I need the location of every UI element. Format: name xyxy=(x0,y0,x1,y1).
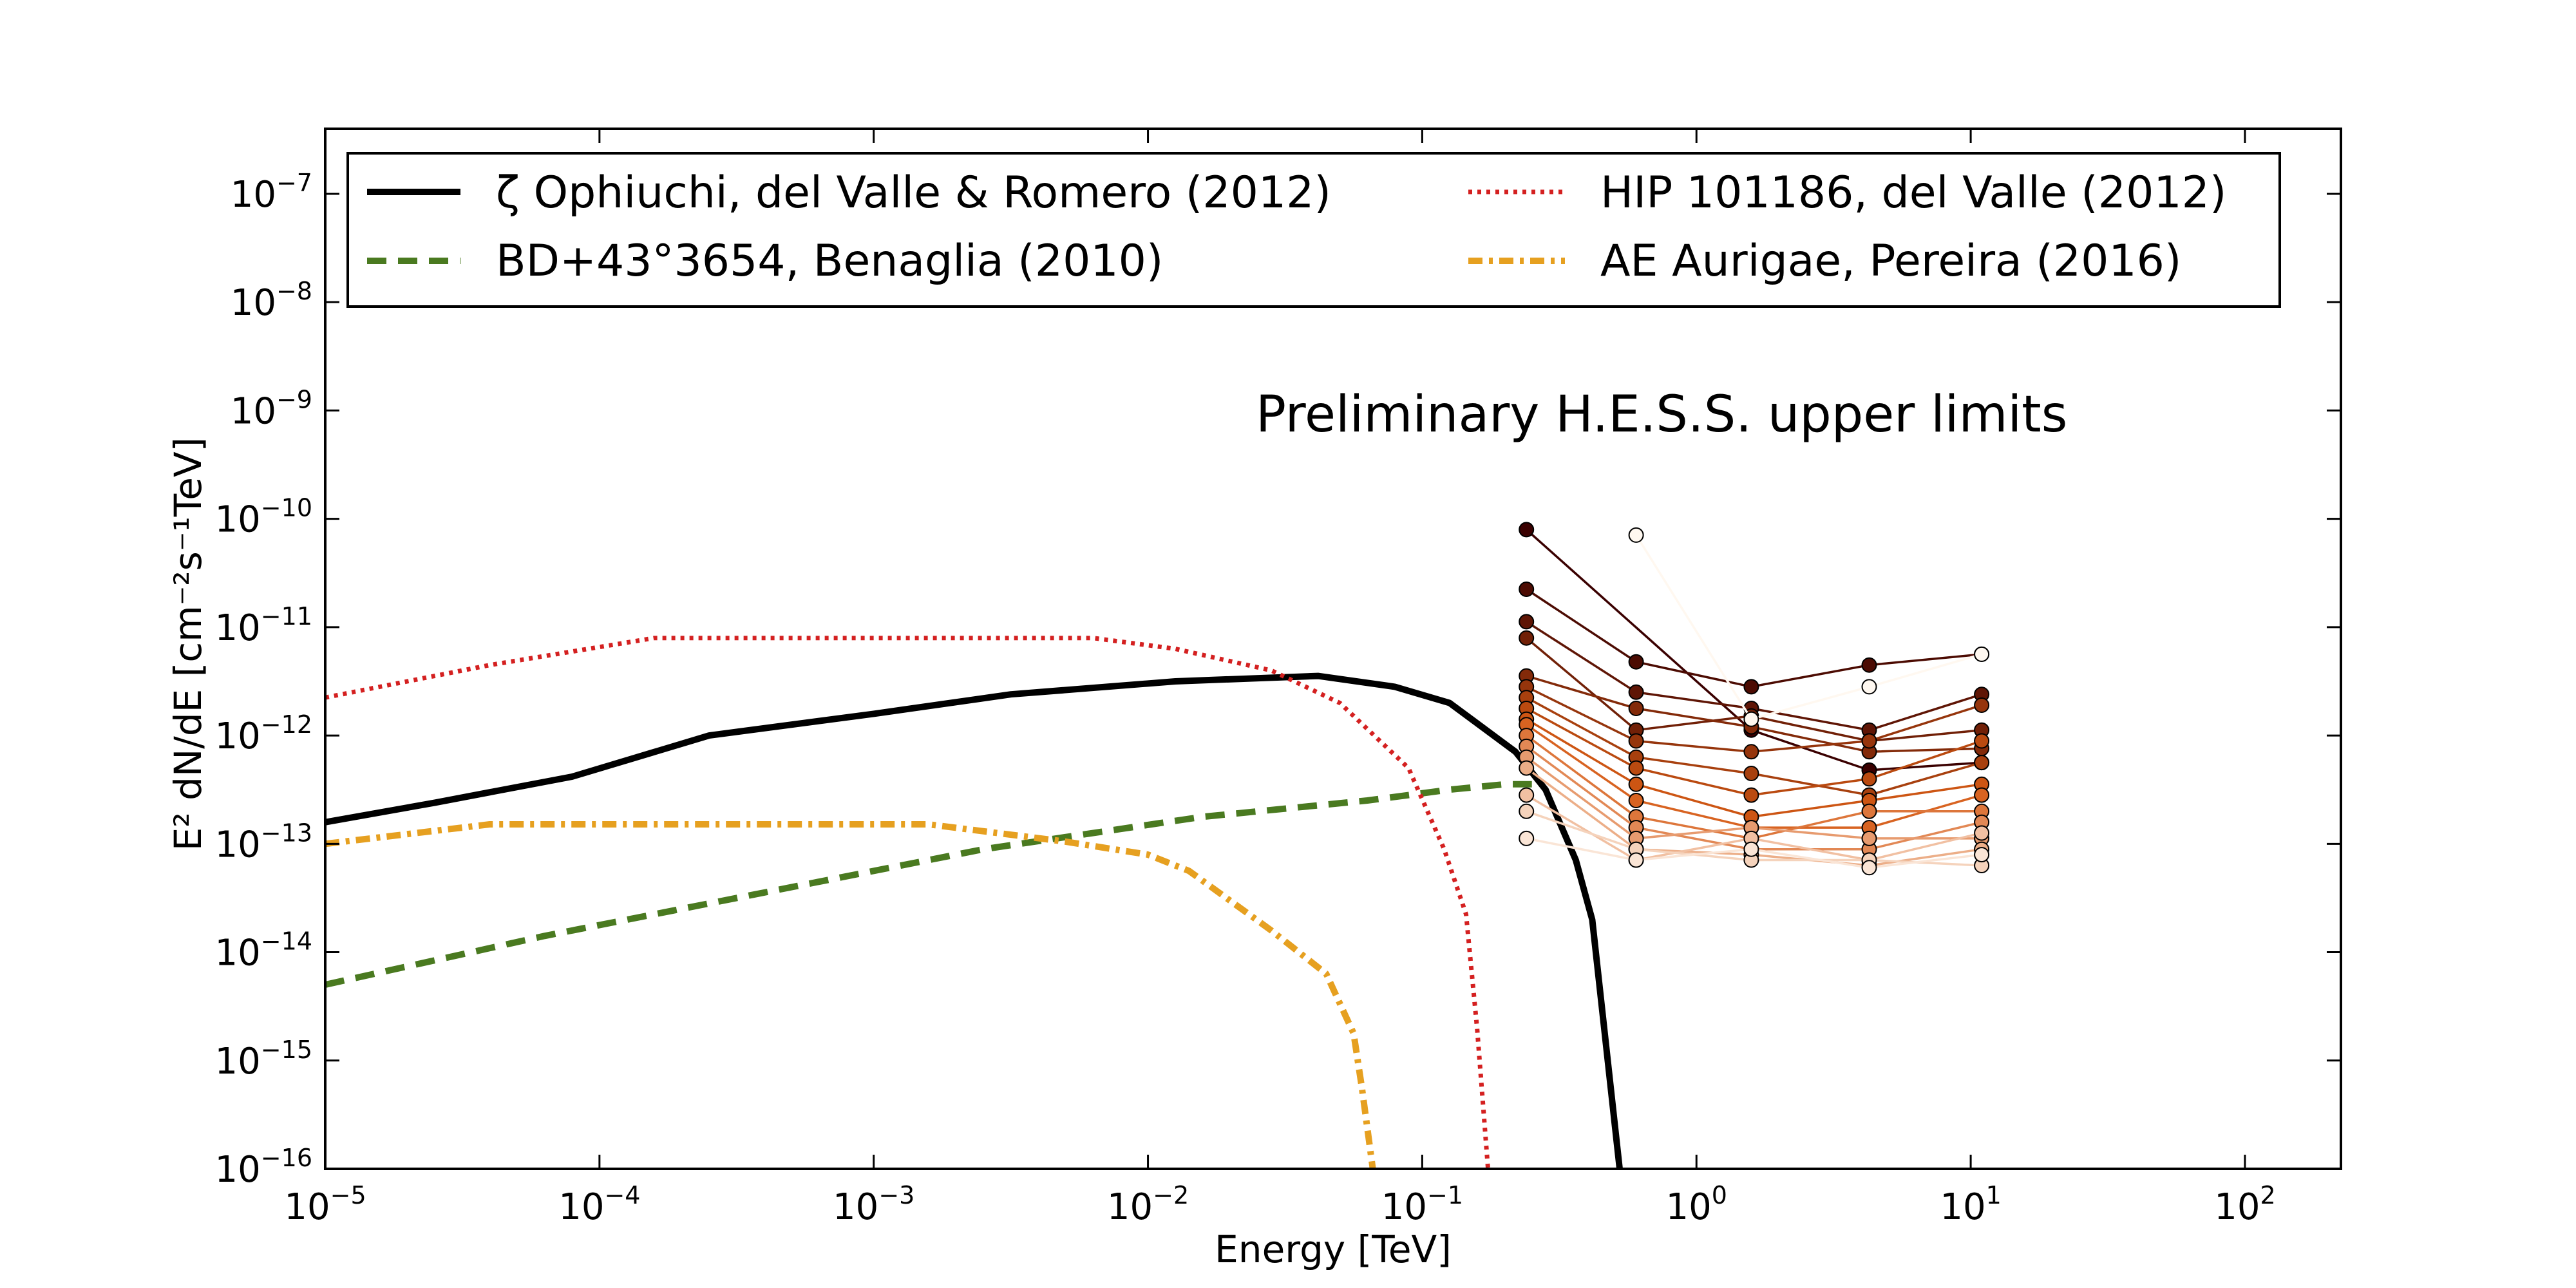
ul-point-17-0 xyxy=(1628,527,1644,543)
ul-point-5-2 xyxy=(1743,744,1759,760)
y-tick-label: 10−10 xyxy=(215,494,312,541)
y-tick-label: 10−9 xyxy=(231,385,312,432)
ul-point-7-3 xyxy=(1861,771,1877,787)
x-tick-label: 100 xyxy=(1666,1181,1727,1228)
ul-point-16-3 xyxy=(1861,860,1877,876)
ul-point-2-0 xyxy=(1519,614,1535,630)
y-axis-title: E² dN/dE [cm⁻²s⁻¹TeV] xyxy=(166,437,210,851)
y-tick-label: 10−7 xyxy=(231,169,312,216)
series-layer xyxy=(325,636,1623,1169)
legend-label-zeta-oph: ζ Ophiuchi, del Valle & Romero (2012) xyxy=(496,167,1331,218)
x-tick-label: 10−1 xyxy=(1381,1181,1463,1228)
y-tick-label: 10−8 xyxy=(231,277,312,324)
ul-point-16-4 xyxy=(1974,847,1990,863)
y-tick-label: 10−13 xyxy=(215,819,312,866)
ul-point-7-4 xyxy=(1974,733,1990,749)
y-tick-label: 10−11 xyxy=(215,602,312,649)
x-tick-label: 101 xyxy=(1940,1181,2001,1228)
series-line-1 xyxy=(325,781,1532,988)
x-tick-label: 10−2 xyxy=(1107,1181,1189,1228)
ul-point-7-2 xyxy=(1743,787,1759,803)
legend-label-bd43: BD+43°3654, Benaglia (2010) xyxy=(496,236,1163,287)
ul-point-6-2 xyxy=(1743,766,1759,781)
x-tick-label: 10−3 xyxy=(833,1181,914,1228)
ul-point-1-2 xyxy=(1743,679,1759,695)
ul-point-17-1 xyxy=(1743,711,1759,727)
series-line-2 xyxy=(325,636,1491,1169)
ul-point-5-3 xyxy=(1861,733,1877,749)
ul-point-9-1 xyxy=(1628,793,1644,808)
ul-point-6-4 xyxy=(1974,755,1990,771)
ul-point-4-1 xyxy=(1628,701,1644,716)
ul-point-1-0 xyxy=(1519,582,1535,597)
y-tick-label: 10−12 xyxy=(215,710,312,757)
ul-point-3-0 xyxy=(1519,630,1535,646)
ul-point-16-1 xyxy=(1628,852,1644,868)
x-tick-label: 10−5 xyxy=(284,1181,366,1228)
ul-point-9-4 xyxy=(1974,787,1990,803)
ul-point-8-1 xyxy=(1628,776,1644,792)
plot-frame xyxy=(324,128,2342,1170)
ul-point-10-3 xyxy=(1861,803,1877,819)
ul-point-7-1 xyxy=(1628,760,1644,776)
upper-limits-layer xyxy=(1519,522,1990,876)
x-tick-label: 10−4 xyxy=(558,1181,640,1228)
ul-point-16-0 xyxy=(1519,830,1535,846)
ul-point-5-1 xyxy=(1628,733,1644,749)
y-tick-label: 10−15 xyxy=(215,1036,312,1083)
ul-point-2-1 xyxy=(1628,684,1644,700)
ul-point-0-0 xyxy=(1519,522,1535,538)
ul-point-17-3 xyxy=(1974,646,1990,662)
ul-point-13-0 xyxy=(1519,760,1535,776)
ul-profile-17 xyxy=(1635,534,1982,721)
x-axis-title: Energy [TeV] xyxy=(1215,1227,1452,1271)
ul-point-14-0 xyxy=(1519,787,1535,803)
y-tick-label: 10−14 xyxy=(215,927,312,974)
ul-profile-0 xyxy=(1526,529,1982,772)
y-tick-label: 10−16 xyxy=(215,1144,312,1191)
ul-point-1-1 xyxy=(1628,654,1644,670)
ul-point-15-0 xyxy=(1519,803,1535,819)
ul-point-12-3 xyxy=(1861,830,1877,846)
ul-point-14-4 xyxy=(1974,825,1990,841)
ul-point-1-3 xyxy=(1861,657,1877,673)
legend-label-ae-aur: AE Aurigae, Pereira (2016) xyxy=(1600,236,2181,287)
x-tick-label: 102 xyxy=(2214,1181,2275,1228)
annotation-text: Preliminary H.E.S.S. upper limits xyxy=(1256,386,2067,444)
series-line-3 xyxy=(325,821,1376,1169)
series-line-0 xyxy=(325,672,1623,1169)
ul-point-16-2 xyxy=(1743,841,1759,857)
legend: ζ Ophiuchi, del Valle & Romero (2012) BD… xyxy=(346,152,2281,308)
ul-point-17-2 xyxy=(1861,679,1877,695)
ul-point-5-4 xyxy=(1974,697,1990,713)
legend-box xyxy=(346,152,2281,308)
legend-label-hip101186: HIP 101186, del Valle (2012) xyxy=(1600,167,2226,218)
